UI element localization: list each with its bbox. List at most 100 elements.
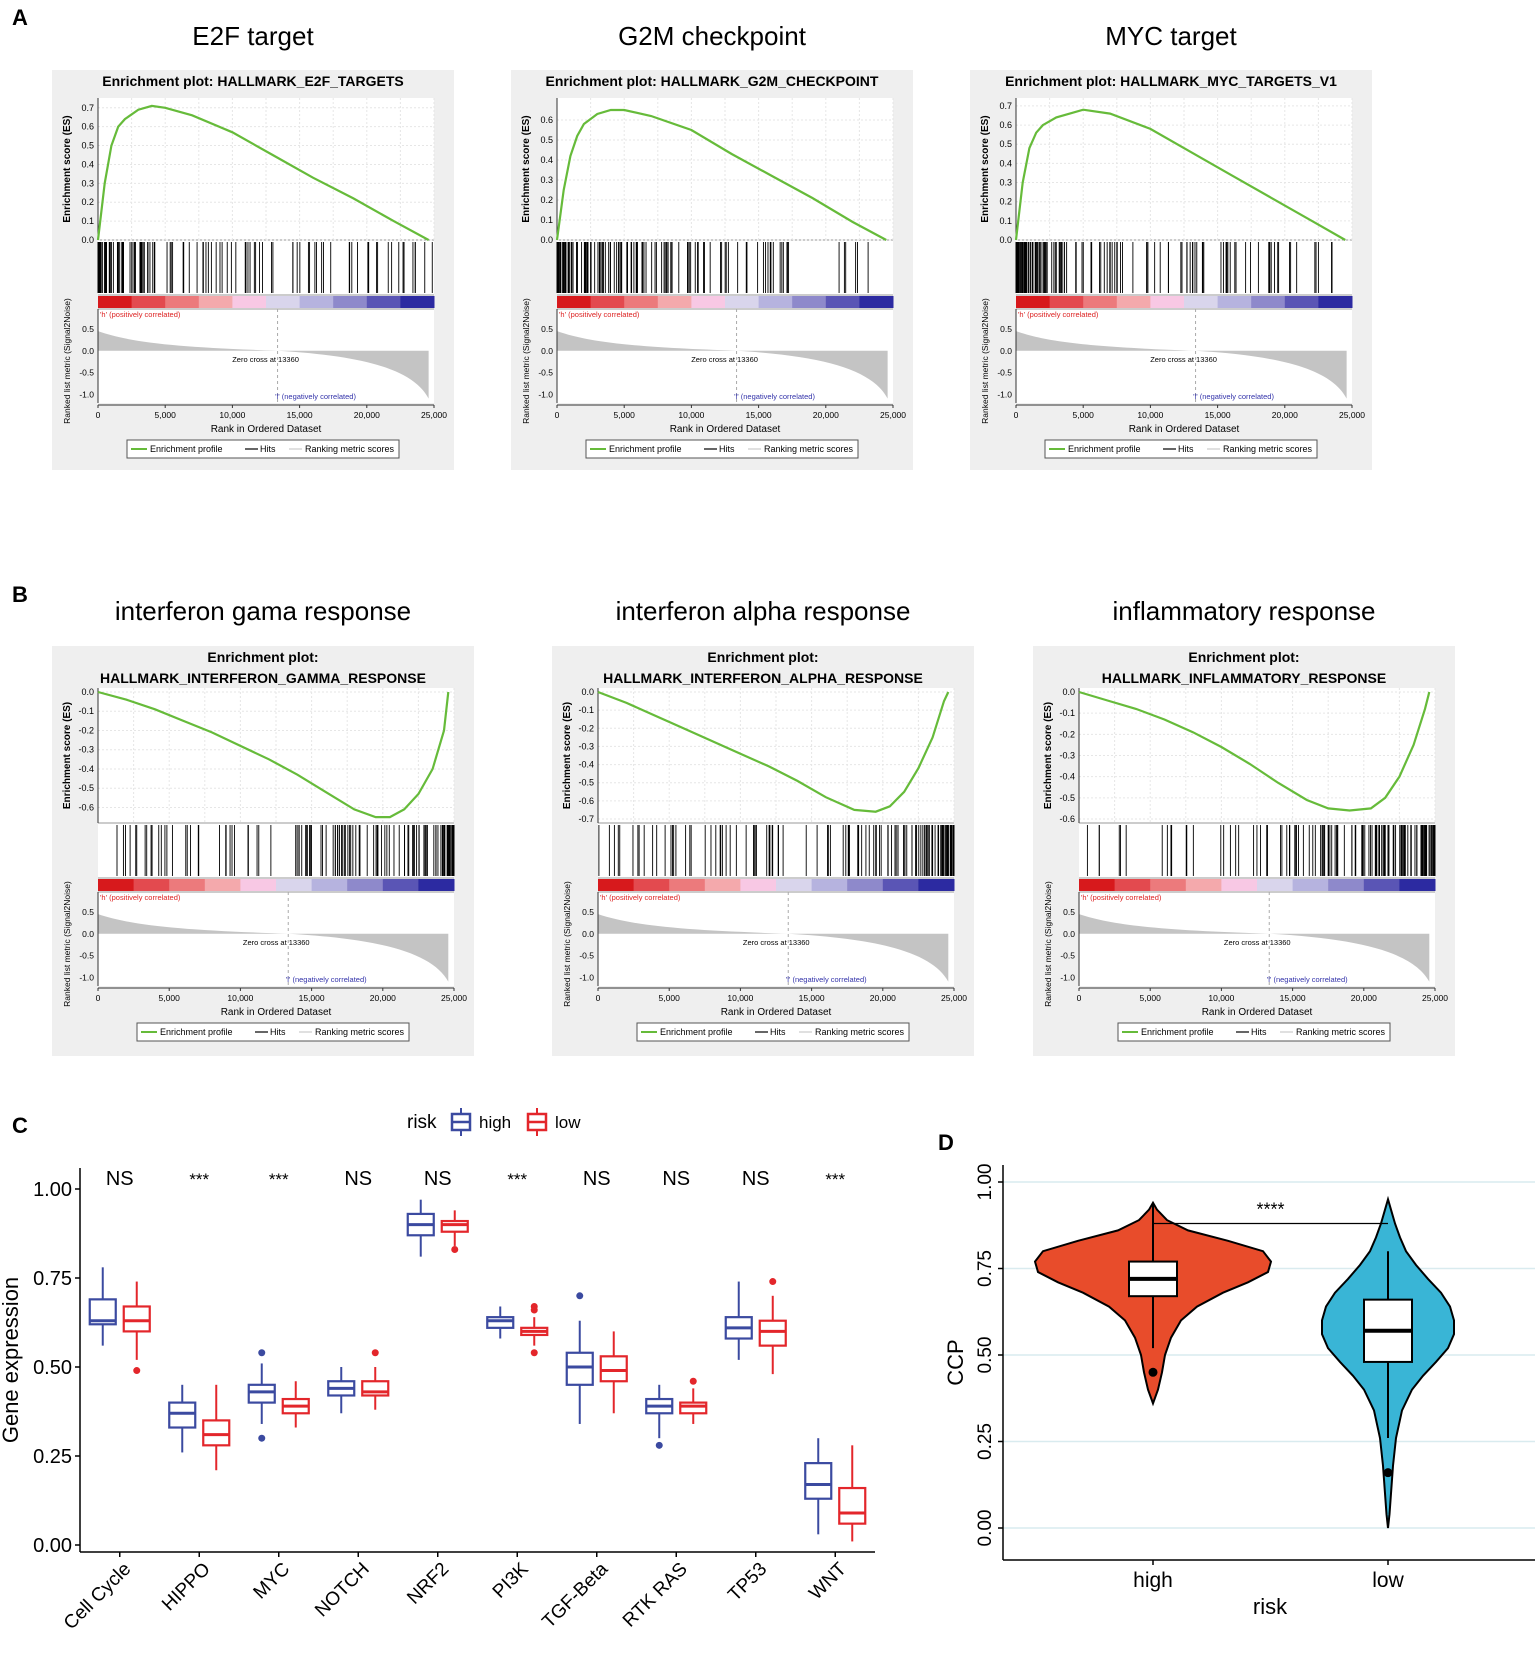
color-bar-segment — [758, 296, 793, 308]
box-body — [565, 1351, 594, 1386]
x-tick-label: HIPPO — [158, 1559, 215, 1616]
es-y-tick: 0.7 — [81, 103, 94, 113]
legend-title: risk — [407, 1112, 437, 1133]
es-y-label: Enrichment score (ES) — [62, 702, 73, 809]
es-y-tick: 0.4 — [540, 155, 553, 165]
rank-y-tick: 0.5 — [82, 324, 94, 334]
legend-hits-label: Hits — [260, 444, 276, 454]
x-tick-label: NOTCH — [311, 1559, 374, 1622]
box-high — [406, 1199, 435, 1257]
color-bar-segment — [366, 296, 401, 308]
zero-cross-label: Zero cross at 13360 — [691, 355, 758, 364]
color-bar-segment — [598, 879, 635, 891]
neg-label: 'l' (negatively correlated) — [786, 975, 867, 984]
box-low — [361, 1349, 390, 1410]
box-high — [247, 1349, 276, 1442]
color-bar-segment — [657, 296, 692, 308]
color-bar-segment — [266, 296, 301, 308]
es-y-tick: 0.3 — [540, 175, 553, 185]
color-bar-segment — [1217, 296, 1252, 308]
gsea-panel-2: G2M checkpoint Enrichment plot: HALLMARK_… — [511, 21, 913, 470]
rank-y-tick: -0.5 — [538, 368, 553, 378]
color-bar-segment — [847, 879, 884, 891]
rank-y-label: Ranked list metric (Signal2Noise) — [980, 298, 990, 424]
rank-y-tick: 0.0 — [1000, 346, 1012, 356]
legend-profile-label: Enrichment profile — [160, 1027, 233, 1037]
es-y-tick: -0.3 — [578, 741, 594, 751]
x-tick-label: 10,000 — [727, 993, 753, 1003]
legend-profile-label: Enrichment profile — [1141, 1027, 1214, 1037]
rank-y-tick: -1.0 — [79, 389, 94, 399]
pos-label: 'h' (positively correlated) — [559, 310, 640, 319]
es-y-label: Enrichment score (ES) — [521, 115, 532, 222]
color-bar-segment — [382, 879, 419, 891]
x-tick-label: 5,000 — [1140, 993, 1162, 1003]
x-tick-label: 25,000 — [421, 410, 447, 420]
x-tick-label: 0 — [96, 410, 101, 420]
color-bar-segment — [624, 296, 659, 308]
outlier-point — [655, 1441, 663, 1449]
rank-y-label: Ranked list metric (Signal2Noise) — [562, 881, 572, 1007]
color-bar-segment — [131, 296, 166, 308]
color-bar-segment — [882, 879, 919, 891]
x-tick-label: 10,000 — [219, 410, 245, 420]
color-bar-segment — [165, 296, 200, 308]
gsea-panel-5: interferon alpha response Enrichment plot… — [552, 596, 974, 1056]
es-y-tick: 0.3 — [999, 178, 1012, 188]
color-bar-segment — [1083, 296, 1118, 308]
x-tick-label: Cell Cycle — [60, 1559, 135, 1634]
rank-y-tick: 0.0 — [541, 346, 553, 356]
significance-label: NS — [106, 1168, 134, 1190]
enrichment-profile-line — [1014, 108, 1346, 241]
enrichment-profile-line — [97, 690, 450, 819]
gsea-plot-title: Enrichment plot: — [707, 649, 818, 665]
gsea-panel-3: MYC target Enrichment plot: HALLMARK_MYC_… — [970, 21, 1372, 470]
gsea-plot-title: Enrichment plot: HALLMARK_E2F_TARGETS — [102, 73, 404, 89]
color-bar-segment — [1284, 296, 1319, 308]
color-bar-segment — [232, 296, 267, 308]
y-tick-label: 0.25 — [975, 1423, 996, 1460]
legend-high-label: high — [479, 1113, 511, 1132]
significance-label: NS — [583, 1168, 611, 1190]
neg-label: 'l' (negatively correlated) — [1267, 975, 1348, 984]
outlier-point — [133, 1367, 141, 1375]
es-y-tick: 0.0 — [540, 235, 553, 245]
legend-hits-label: Hits — [1178, 444, 1194, 454]
color-bar-segment — [133, 879, 170, 891]
color-bar-segment — [1251, 296, 1286, 308]
color-bar-segment — [776, 879, 813, 891]
rank-y-tick: -1.0 — [997, 389, 1012, 399]
box-high — [168, 1384, 197, 1453]
box-body — [838, 1486, 867, 1525]
x-tick-label: 25,000 — [941, 993, 967, 1003]
color-bar-segment — [1116, 296, 1151, 308]
box-high — [804, 1438, 833, 1535]
pos-label: 'h' (positively correlated) — [600, 893, 681, 902]
ranking-metric-area — [98, 331, 429, 399]
rank-y-tick: -0.5 — [997, 368, 1012, 378]
es-y-tick: 0.6 — [81, 122, 94, 132]
gsea-plot-title: Enrichment plot: — [1188, 649, 1299, 665]
zero-cross-label: Zero cross at 13360 — [243, 938, 310, 947]
es-y-tick: 0.4 — [81, 159, 94, 169]
rank-y-tick: -1.0 — [1060, 972, 1075, 982]
box-high — [327, 1367, 356, 1414]
x-tick-label: 15,000 — [1280, 993, 1306, 1003]
legend-hits-label: Hits — [719, 444, 735, 454]
panel-label-b: B — [12, 582, 28, 607]
significance-label: *** — [269, 1170, 289, 1189]
y-tick-label: 0.00 — [975, 1510, 996, 1547]
color-bar-segment — [418, 879, 455, 891]
es-y-tick: 0.7 — [999, 101, 1012, 111]
x-tick-label: 0 — [1077, 993, 1082, 1003]
outlier-point — [258, 1434, 266, 1442]
color-bar-segment — [825, 296, 860, 308]
outlier-point — [1148, 1367, 1158, 1377]
color-bar-segment — [1257, 879, 1294, 891]
rank-y-label: Ranked list metric (Signal2Noise) — [62, 881, 72, 1007]
outlier-point — [769, 1278, 777, 1286]
enrichment-profile-line — [1078, 690, 1431, 812]
ranking-metric-area — [557, 331, 888, 399]
gsea-plot-title: HALLMARK_INTERFERON_ALPHA_RESPONSE — [603, 670, 923, 686]
x-tick-label: TP53 — [724, 1559, 771, 1606]
